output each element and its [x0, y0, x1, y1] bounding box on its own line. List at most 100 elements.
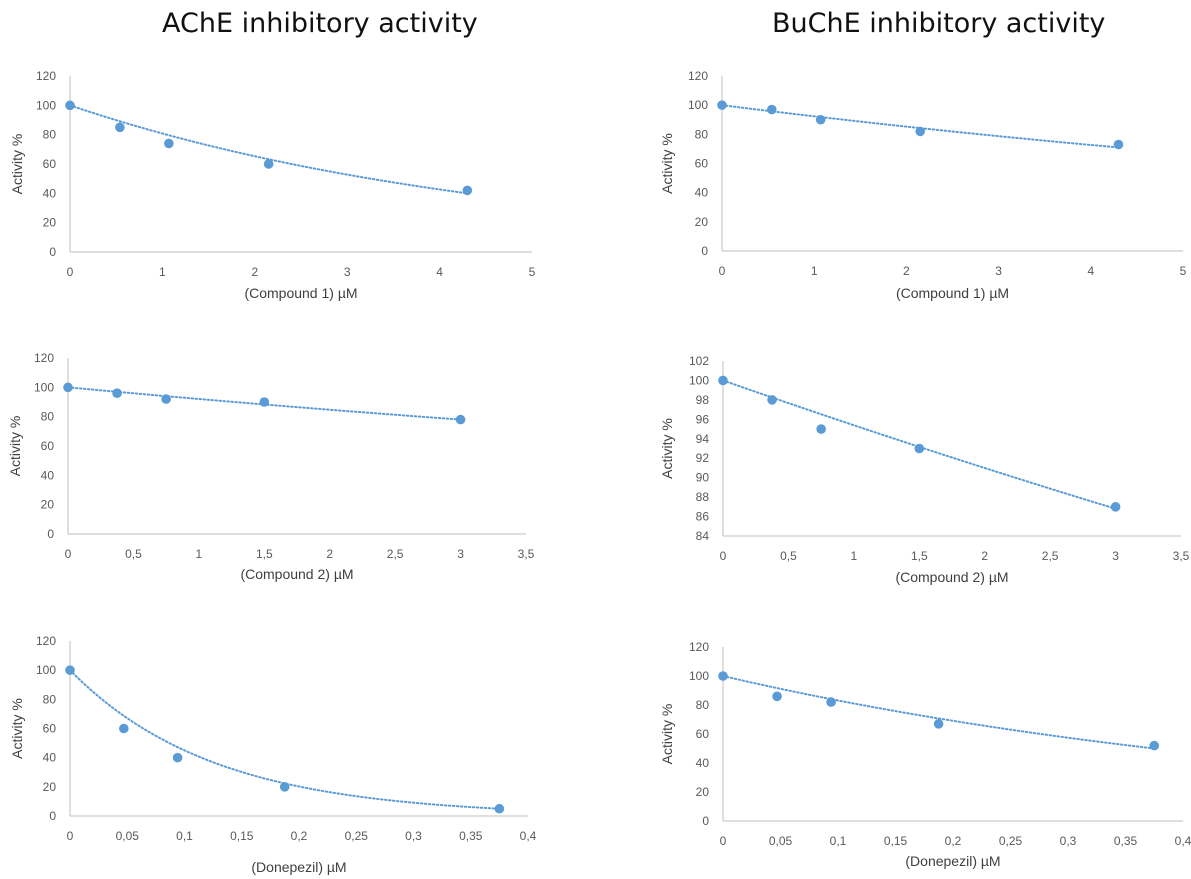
y-tick-label: 0	[701, 244, 708, 258]
x-axis-label: (Compound 1) µM	[896, 285, 1009, 301]
y-tick-label: 120	[689, 640, 709, 654]
data-point	[455, 414, 466, 425]
y-tick-label: 84	[696, 529, 710, 543]
y-tick-label: 120	[34, 351, 54, 365]
y-tick-label: 40	[43, 186, 57, 200]
y-tick-label: 40	[41, 468, 55, 482]
y-tick-label: 98	[696, 393, 710, 407]
data-point	[717, 100, 727, 110]
x-axis-label: (Compound 1) µM	[244, 285, 357, 301]
x-tick-label: 0,35	[1114, 834, 1138, 848]
y-tick-label: 0	[49, 245, 56, 259]
column-title-buche: BuChE inhibitory activity	[772, 8, 1106, 39]
y-tick-label: 102	[689, 354, 709, 368]
data-point	[766, 104, 777, 115]
x-tick-label: 0,5	[780, 549, 797, 563]
x-tick-label: 0,15	[230, 829, 254, 843]
y-tick-label: 60	[43, 722, 57, 736]
x-tick-label: 0,1	[830, 834, 847, 848]
data-point	[63, 382, 73, 393]
x-tick-label: 3	[1112, 549, 1119, 563]
y-axis-label: Activity %	[9, 134, 25, 195]
y-tick-label: 100	[689, 373, 709, 387]
y-tick-label: 86	[696, 510, 710, 524]
x-tick-label: 0	[719, 264, 726, 278]
y-tick-label: 80	[43, 128, 57, 142]
data-point	[494, 803, 505, 814]
x-tick-label: 2	[251, 265, 258, 279]
y-tick-label: 0	[47, 527, 54, 541]
x-tick-label: 5	[529, 265, 536, 279]
data-point	[119, 723, 129, 734]
data-point	[915, 126, 926, 137]
chart-buche-compound1: 0 20 40 60 80 100 120 0 1 2 3 4 5 (Compound 1) µM Acti…	[659, 69, 1187, 301]
data-point	[1110, 502, 1121, 512]
data-point	[115, 122, 125, 133]
x-tick-label: 0,35	[459, 829, 483, 843]
y-tick-label: 100	[36, 663, 56, 677]
y-tick-label: 96	[696, 412, 710, 426]
y-tick-label: 100	[34, 380, 54, 394]
x-tick-label: 4	[1087, 264, 1094, 278]
data-point	[164, 138, 174, 149]
x-tick-label: 0,2	[945, 834, 962, 848]
x-tick-label: 1	[811, 264, 818, 278]
data-point	[826, 697, 836, 707]
y-tick-label: 0	[49, 809, 56, 823]
x-tick-label: 3	[344, 265, 351, 279]
trendline	[721, 104, 1120, 149]
data-point	[172, 752, 183, 763]
data-point	[161, 394, 171, 404]
x-tick-label: 2	[326, 547, 333, 561]
y-tick-label: 60	[43, 157, 57, 171]
data-point	[816, 424, 826, 434]
data-point	[259, 397, 270, 407]
x-tick-label: 0	[67, 265, 74, 279]
y-tick-label: 120	[36, 69, 56, 83]
x-tick-label: 0,1	[176, 829, 193, 843]
chart-ache-compound2: 0 20 40 60 80 100 120 0 0,5 1 1,5 2 2,5 3 3,5 (Compound…	[7, 351, 535, 582]
data-point	[914, 443, 925, 454]
x-tick-label: 5	[1180, 264, 1187, 278]
x-axis-label: (Donepezil) µM	[251, 859, 346, 875]
data-point	[933, 719, 944, 729]
y-tick-label: 120	[688, 69, 708, 83]
y-tick-label: 40	[695, 186, 709, 200]
y-tick-label: 20	[43, 780, 57, 794]
x-tick-label: 0,05	[116, 829, 140, 843]
y-tick-label: 92	[696, 451, 710, 465]
y-tick-label: 100	[36, 98, 56, 112]
trendline	[69, 104, 469, 195]
y-tick-label: 80	[43, 692, 57, 706]
x-tick-label: 1	[851, 549, 858, 563]
x-tick-label: 1,5	[911, 549, 928, 563]
x-tick-label: 0	[67, 829, 74, 843]
data-point	[1113, 139, 1124, 150]
data-point	[65, 100, 75, 111]
x-tick-label: 2	[903, 264, 910, 278]
x-tick-label: 0,2	[291, 829, 308, 843]
y-tick-label: 0	[702, 814, 709, 828]
x-tick-label: 0	[720, 549, 727, 563]
chart-buche-donepezil: 0 20 40 60 80 100 120 0 0,05 0,1 0,15 0,2 0,25 0,3 0,3…	[659, 640, 1191, 869]
x-tick-label: 0,15	[884, 834, 908, 848]
y-tick-label: 60	[41, 439, 55, 453]
y-tick-label: 120	[36, 634, 56, 648]
x-tick-label: 3	[995, 264, 1002, 278]
x-tick-label: 3,5	[1173, 549, 1190, 563]
data-point	[263, 159, 274, 169]
y-tick-label: 40	[696, 756, 710, 770]
y-tick-label: 80	[695, 127, 709, 141]
x-tick-label: 0	[720, 834, 727, 848]
y-tick-label: 60	[696, 727, 710, 741]
y-axis-label: Activity %	[659, 704, 675, 765]
y-axis-label: Activity %	[9, 698, 25, 759]
data-point	[279, 782, 290, 792]
x-axis-label: (Donepezil) µM	[905, 853, 1000, 869]
y-tick-label: 60	[695, 157, 709, 171]
chart-ache-donepezil: 0 20 40 60 80 100 120 0 0,05 0,1 0,15 0,2 0,25 0,3 0,3…	[9, 634, 537, 875]
x-tick-label: 0,4	[1175, 834, 1191, 848]
data-point	[112, 388, 122, 398]
data-point	[772, 691, 782, 702]
y-tick-label: 100	[688, 98, 708, 112]
